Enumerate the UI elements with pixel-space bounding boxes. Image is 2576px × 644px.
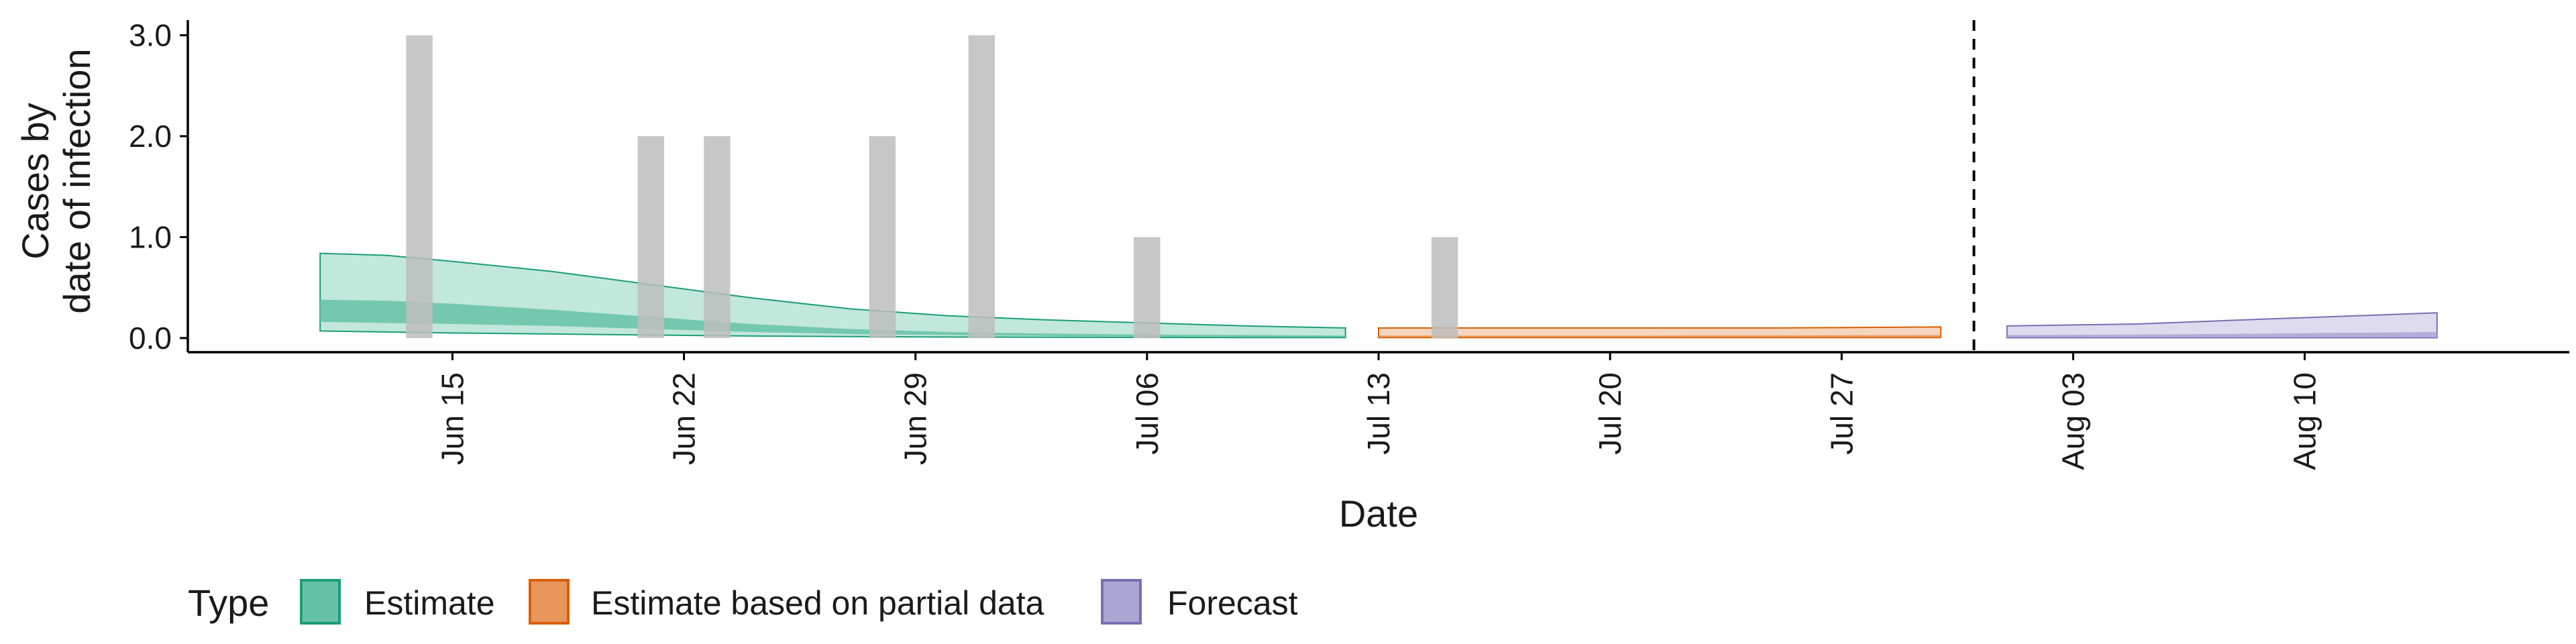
- x-tick-label: Aug 10: [2288, 372, 2322, 470]
- x-tick-label: Jun 29: [898, 372, 933, 465]
- case-bar: [637, 136, 664, 338]
- legend-title: Type: [188, 582, 269, 624]
- y-tick-label: 0.0: [129, 321, 172, 356]
- case-bar: [968, 35, 995, 338]
- y-tick-label: 1.0: [129, 219, 172, 254]
- case-bar: [1431, 237, 1458, 338]
- case-bar: [704, 136, 731, 338]
- band-inner-estimate-based-on-partial-data: [1379, 335, 1941, 337]
- x-tick-label: Jun 22: [667, 372, 702, 465]
- legend-label-partial: Estimate based on partial data: [591, 584, 1044, 622]
- axes: 0.0 1.0 2.0 3.0 Jun 15 Jun 22 Jun 29 Jul 06 Jul …: [129, 18, 2569, 470]
- x-tick-label: Jul 20: [1593, 372, 1627, 455]
- x-tick-label: Jul 06: [1130, 372, 1165, 455]
- x-tick-label: Aug 03: [2055, 372, 2090, 470]
- case-bar: [406, 35, 433, 338]
- band-outer-estimate-based-on-partial-data: [1378, 326, 1942, 339]
- y-axis-title-line-1: Cases by: [14, 103, 56, 259]
- y-axis-title-line-2: date of infection: [56, 48, 98, 313]
- legend-swatch-forecast: [1101, 579, 1142, 625]
- y-tick-label: 2.0: [129, 119, 172, 154]
- legend: Type Estimate Estimate based on partial …: [188, 579, 1298, 625]
- x-tick-label: Jul 13: [1361, 372, 1396, 455]
- legend-label-forecast: Forecast: [1167, 584, 1298, 622]
- x-tick-label: Jul 27: [1824, 372, 1859, 455]
- legend-swatch-partial: [529, 579, 570, 625]
- case-bar: [1134, 237, 1161, 338]
- band-inner-forecast: [2006, 331, 2437, 337]
- band-outer-forecast: [2006, 312, 2438, 339]
- case-bar: [869, 136, 896, 338]
- y-tick-label: 3.0: [129, 18, 172, 53]
- legend-swatch-estimate: [300, 579, 341, 625]
- y-axis-title: Cases by date of infection: [14, 48, 98, 313]
- plot-area: [319, 20, 2438, 352]
- x-axis-title: Date: [1339, 492, 1418, 535]
- x-tick-label: Jun 15: [435, 372, 470, 465]
- band-outer-estimate: [319, 252, 1346, 339]
- legend-label-estimate: Estimate: [364, 584, 495, 622]
